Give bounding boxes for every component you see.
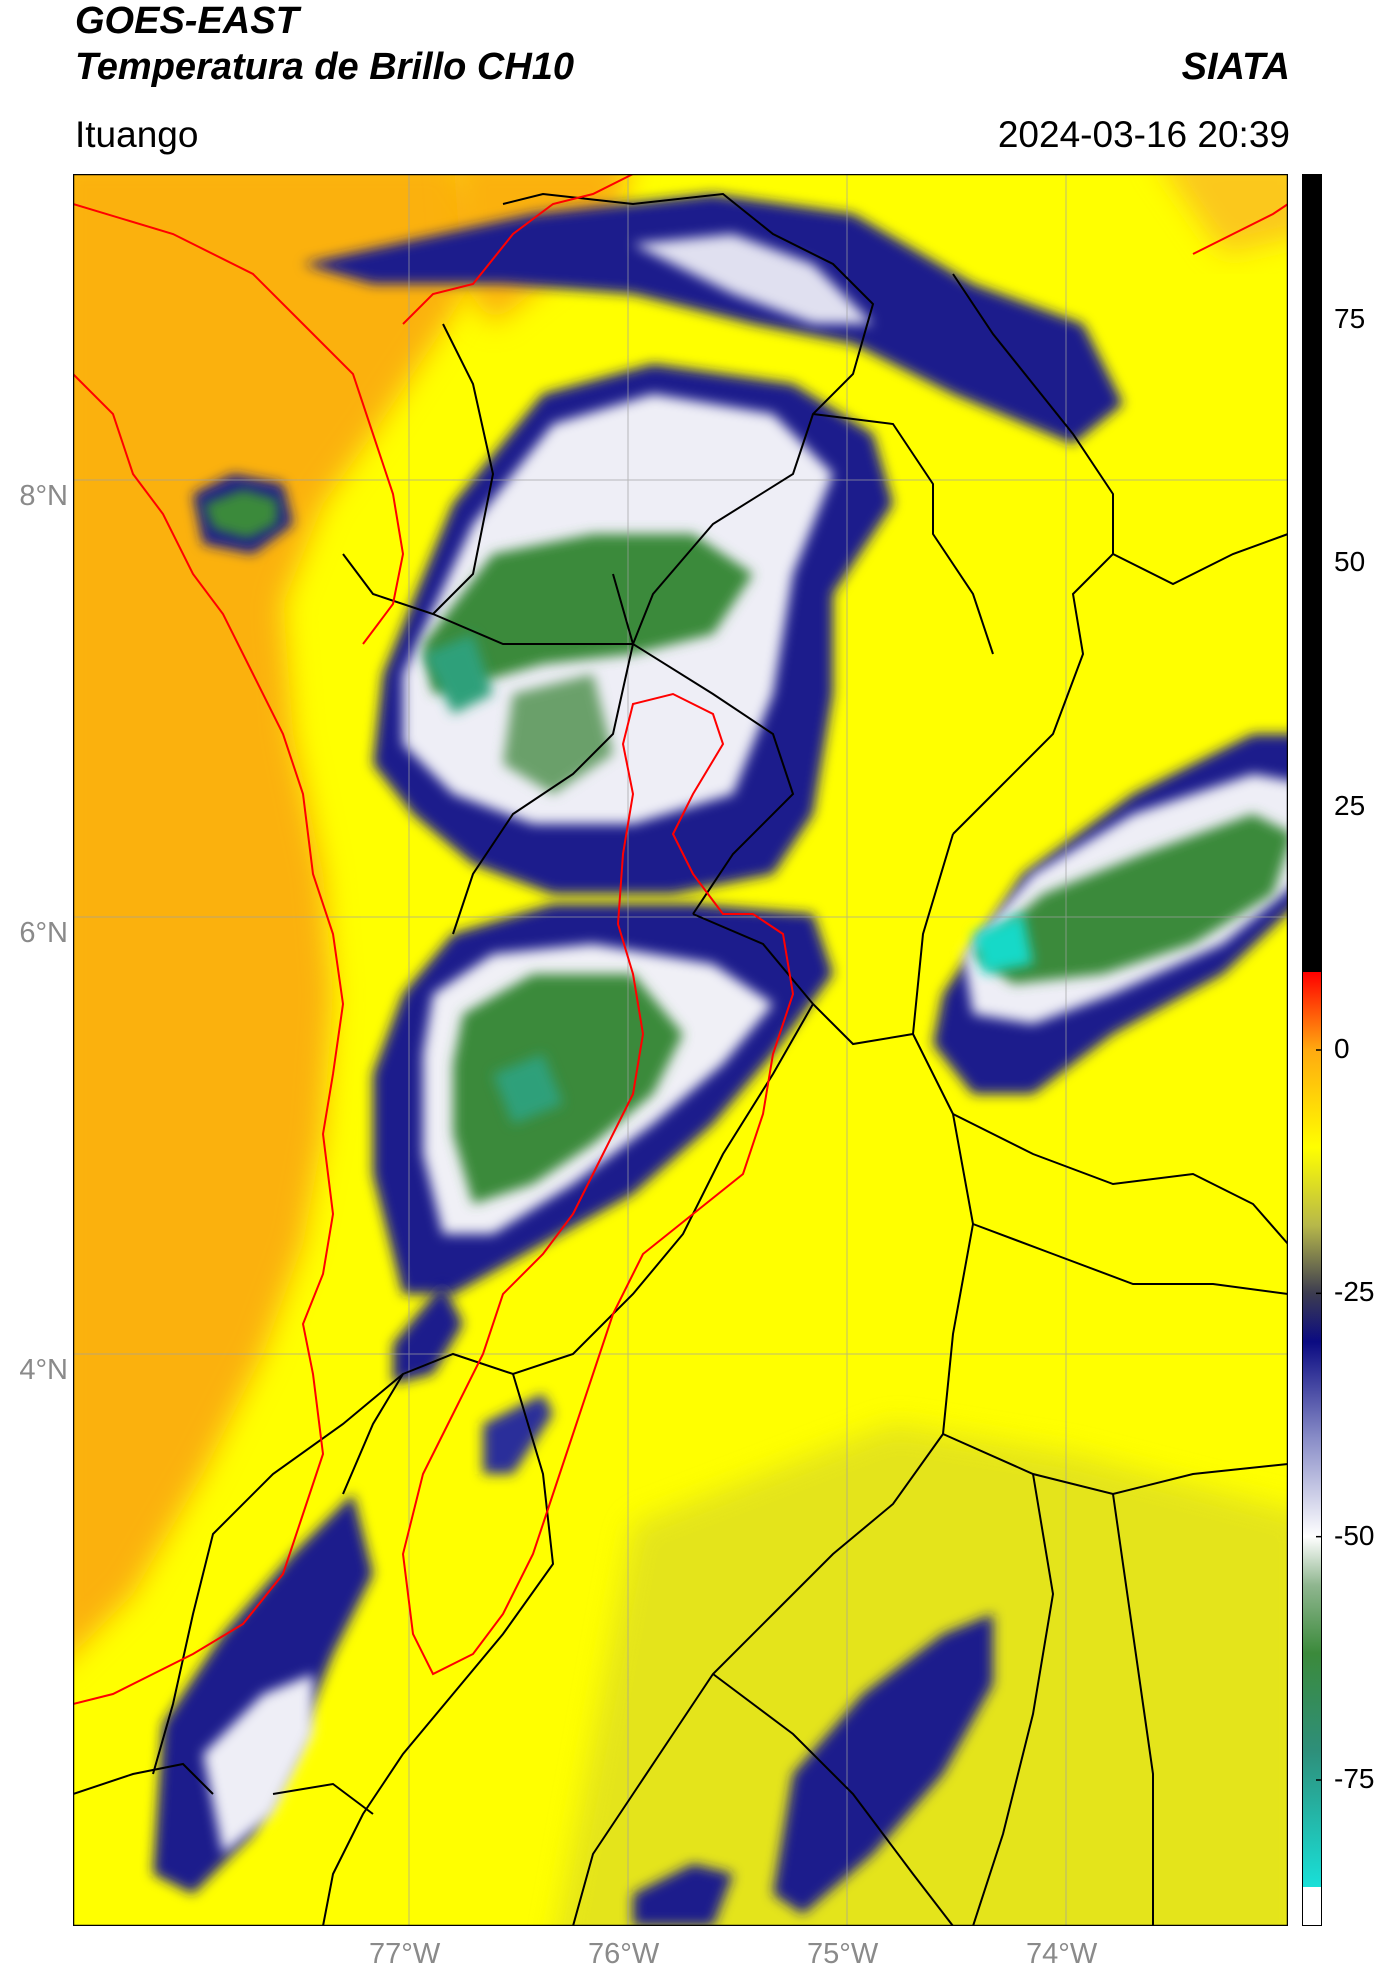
- lat-tick-label: 8°N: [19, 480, 68, 512]
- colorbar-tick-label: 0: [1334, 1033, 1350, 1064]
- lon-tick-label: 74°W: [1026, 1938, 1098, 1970]
- temperature-colorbar: [1302, 174, 1322, 1926]
- datetime-label: 2024-03-16 20:39: [997, 114, 1290, 155]
- location-label: Ituango: [75, 114, 199, 155]
- ocean-caribbean-east: [1167, 174, 1288, 254]
- cloud-systems: [153, 194, 1288, 1926]
- lon-tick-label: 77°W: [369, 1938, 441, 1970]
- satellite-title: GOES-EAST: [75, 0, 299, 42]
- colorbar-fill: [1302, 174, 1322, 1926]
- colorbar-ticks: [1316, 319, 1322, 1781]
- admin-borders: [73, 192, 1288, 1926]
- colorbar-tick-label: 50: [1334, 546, 1366, 578]
- brand-label: SIATA: [1181, 46, 1290, 88]
- satellite-map: [73, 174, 1288, 1926]
- national-border-red: [73, 174, 1288, 1705]
- lon-tick-label: 75°W: [807, 1938, 879, 1970]
- lon-tick-label: 76°W: [588, 1938, 660, 1970]
- colorbar-tick-label: -25: [1334, 1276, 1375, 1308]
- colorbar-tick-label: 25: [1334, 789, 1366, 821]
- lat-tick-label: 6°N: [19, 917, 68, 949]
- product-title: Temperatura de Brillo CH10: [75, 46, 575, 88]
- colorbar-tick-label: -50: [1334, 1519, 1375, 1551]
- colorbar-tick-label: -75: [1334, 1763, 1375, 1794]
- ocean-pacific: [73, 174, 503, 1654]
- lat-tick-label: 4°N: [19, 1354, 68, 1386]
- graticule: [73, 174, 1288, 1926]
- colorbar-tick-label: 75: [1334, 303, 1366, 334]
